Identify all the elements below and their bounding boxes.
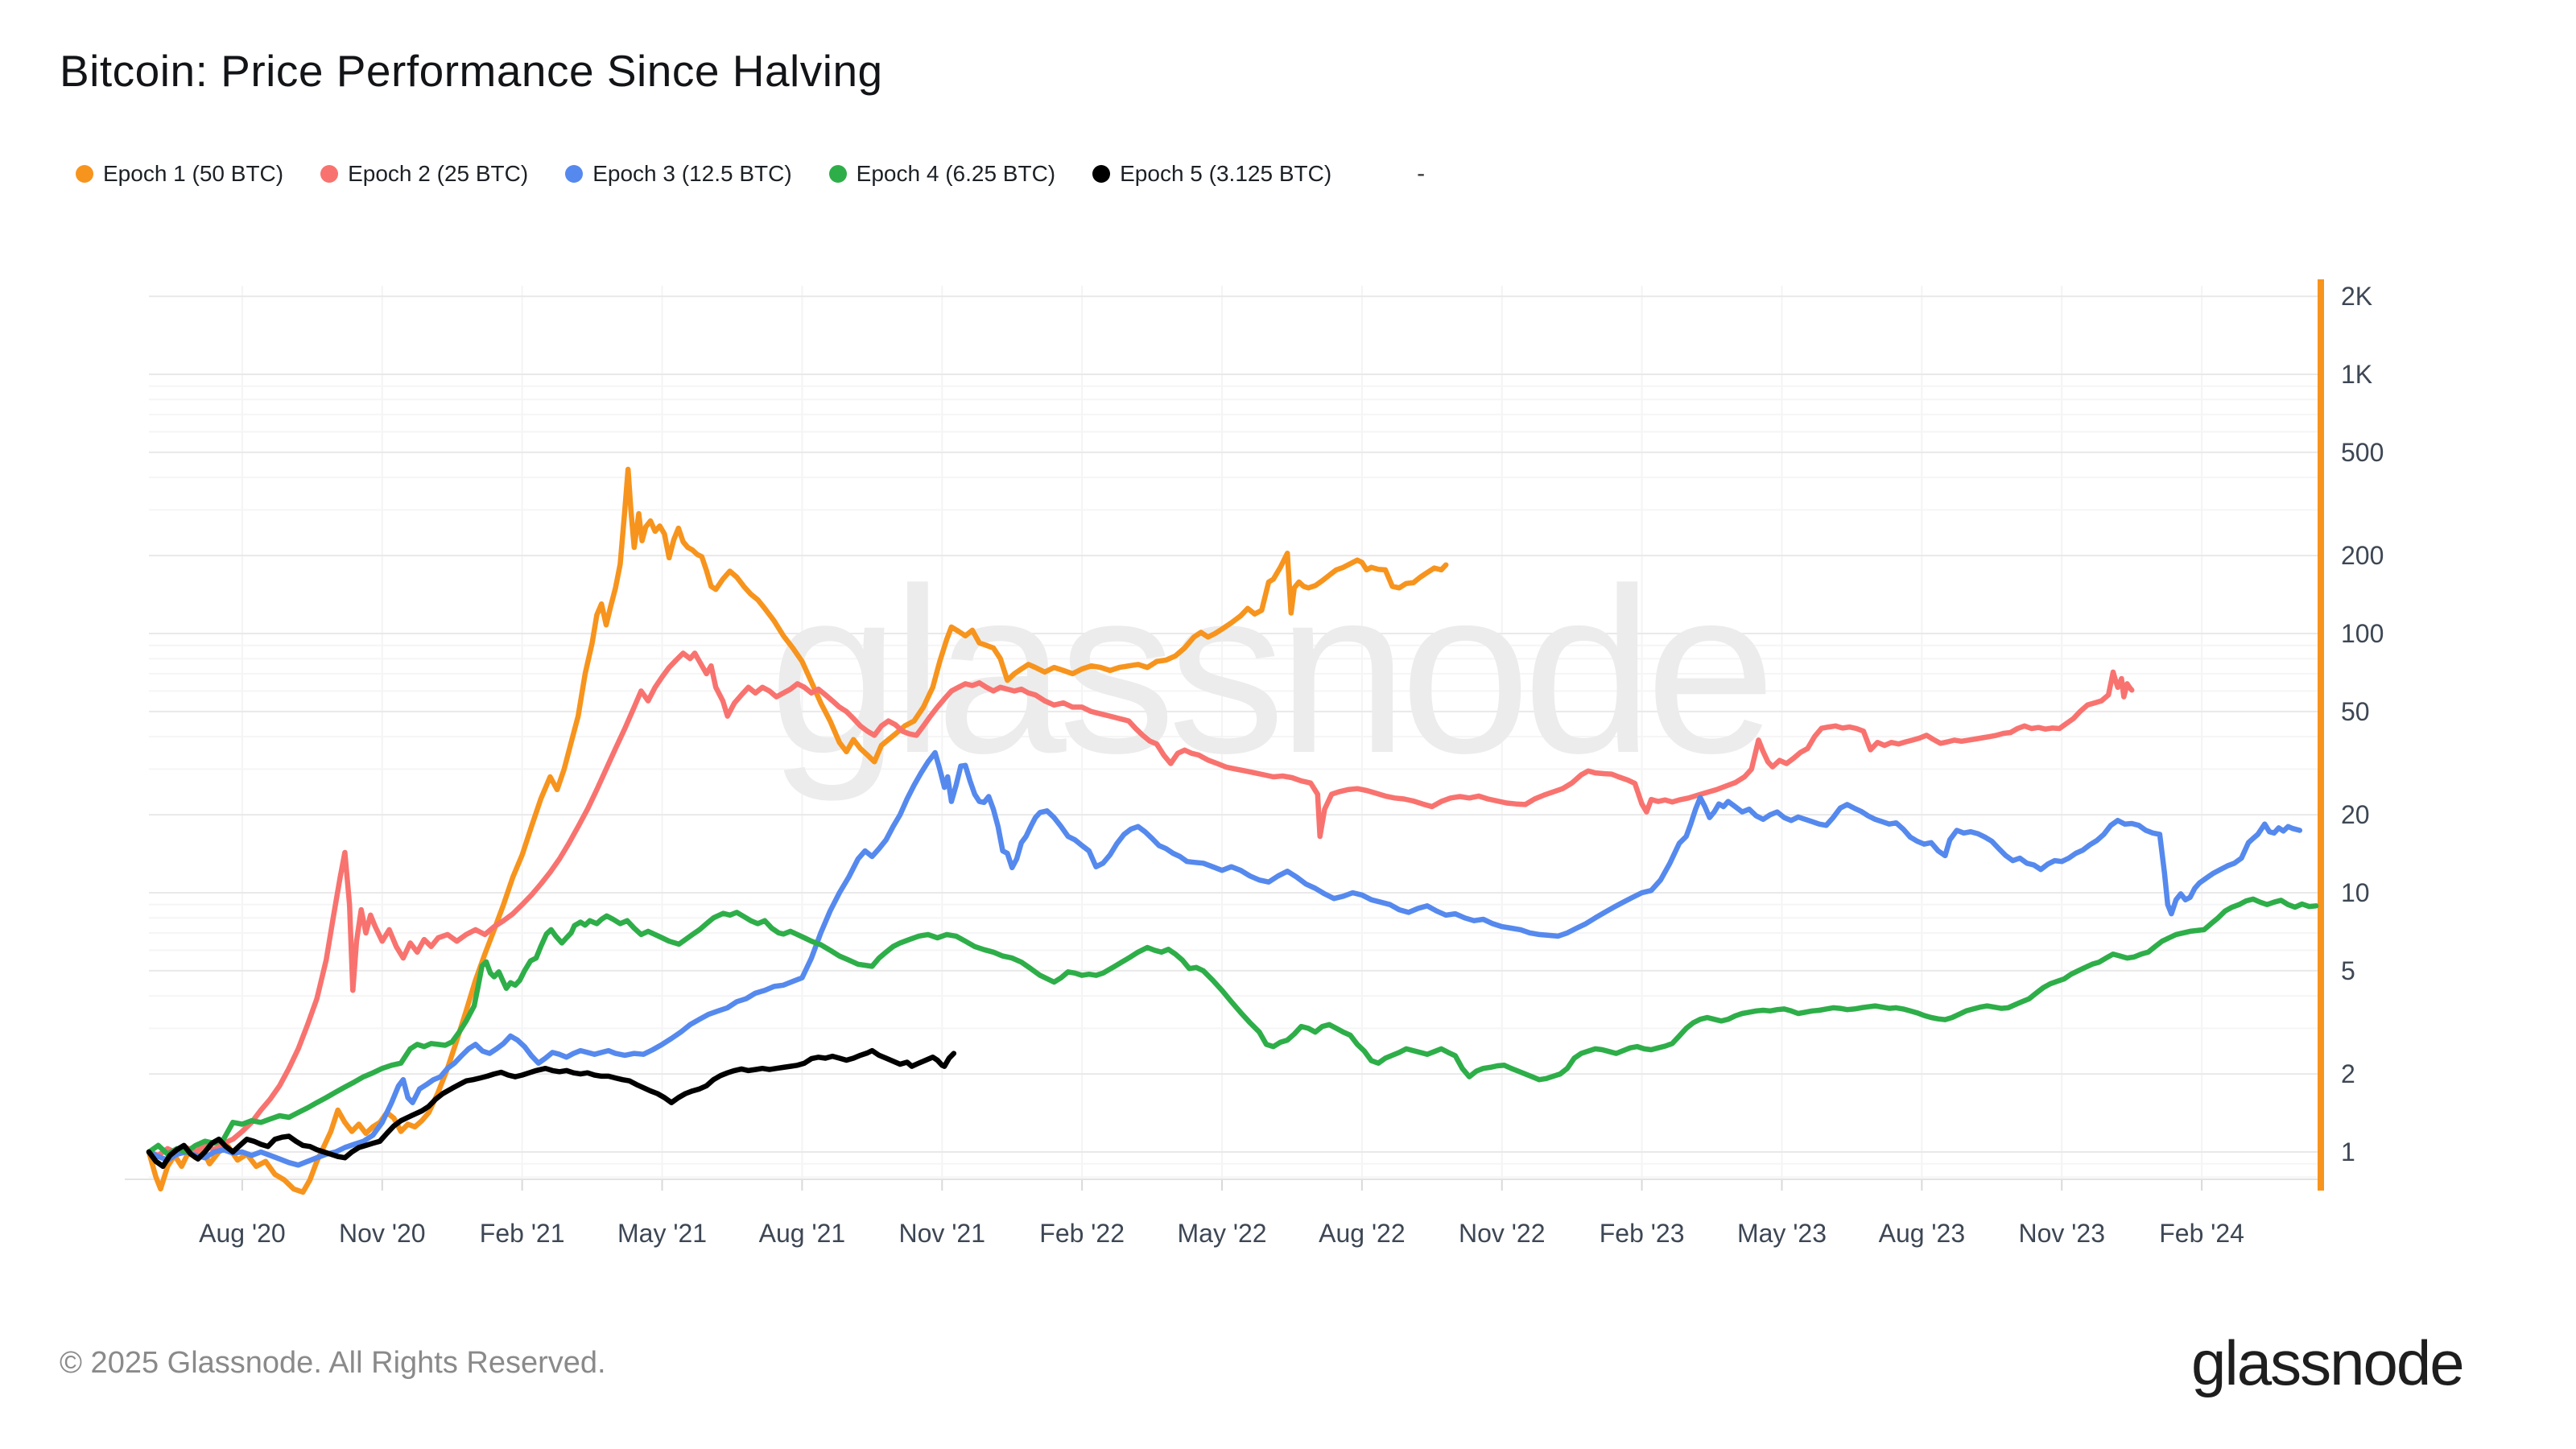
- y-tick-label: 5: [2341, 956, 2355, 985]
- x-tick-label: Nov '20: [339, 1219, 426, 1248]
- series-line-epoch-2[interactable]: [146, 650, 2135, 1158]
- y-tick-label: 2K: [2341, 282, 2372, 311]
- y-tick-label: 1: [2341, 1137, 2355, 1166]
- legend-label-epoch-5: Epoch 5 (3.125 BTC): [1120, 161, 1332, 186]
- legend-item-epoch-4[interactable]: Epoch 4 (6.25 BTC): [828, 161, 1056, 187]
- x-tick-label: Aug '20: [199, 1219, 286, 1248]
- x-tick-label: May '21: [617, 1219, 707, 1248]
- series-line-epoch-5[interactable]: [146, 1047, 957, 1170]
- legend-separator: -: [1417, 160, 1426, 187]
- x-tick-label: Nov '21: [899, 1219, 986, 1248]
- legend-label-epoch-1: Epoch 1 (50 BTC): [103, 161, 284, 186]
- legend-item-epoch-2[interactable]: Epoch 2 (25 BTC): [320, 161, 528, 187]
- legend-item-epoch-1[interactable]: Epoch 1 (50 BTC): [76, 161, 283, 187]
- legend-dot-epoch-1: [76, 165, 93, 183]
- y-tick-label: 1K: [2341, 360, 2372, 389]
- legend-item-epoch-3[interactable]: Epoch 3 (12.5 BTC): [565, 161, 792, 187]
- legend-dot-epoch-4: [828, 165, 847, 183]
- y-tick-label: 2: [2341, 1059, 2355, 1088]
- copyright-text: © 2025 Glassnode. All Rights Reserved.: [60, 1346, 606, 1380]
- x-tick-label: May '22: [1177, 1219, 1266, 1248]
- y-tick-label: 20: [2341, 800, 2370, 829]
- legend: Epoch 1 (50 BTC) Epoch 2 (25 BTC) Epoch 3 …: [76, 158, 1425, 190]
- x-tick-label: Aug '23: [1879, 1219, 1966, 1248]
- x-tick-label: Feb '23: [1600, 1219, 1685, 1248]
- series-line-epoch-1[interactable]: [146, 466, 1449, 1195]
- x-tick-label: Feb '22: [1039, 1219, 1125, 1248]
- y-tick-label: 500: [2341, 438, 2384, 467]
- chart-title: Bitcoin: Price Performance Since Halving: [60, 46, 883, 96]
- x-tick-label: Aug '22: [1319, 1219, 1406, 1248]
- legend-dot-epoch-3: [565, 165, 584, 183]
- x-tick-label: May '23: [1737, 1219, 1827, 1248]
- x-tick-label: Nov '22: [1459, 1219, 1546, 1248]
- glassnode-logo: glassnode: [2191, 1327, 2465, 1398]
- y-tick-label: 50: [2341, 697, 2370, 726]
- y-tick-label: 100: [2341, 619, 2384, 648]
- x-tick-label: Feb '24: [2159, 1219, 2244, 1248]
- legend-dot-epoch-5: [1092, 165, 1111, 183]
- legend-label-epoch-2: Epoch 2 (25 BTC): [348, 161, 529, 186]
- y-tick-label: 200: [2341, 541, 2384, 570]
- legend-dot-epoch-2: [320, 165, 339, 183]
- y-tick-label: 10: [2341, 878, 2370, 907]
- legend-label-epoch-3: Epoch 3 (12.5 BTC): [592, 161, 792, 186]
- x-tick-label: Nov '23: [2018, 1219, 2105, 1248]
- series-line-epoch-3[interactable]: [146, 749, 2303, 1168]
- x-tick-label: Feb '21: [480, 1219, 565, 1248]
- x-tick-label: Aug '21: [759, 1219, 846, 1248]
- legend-item-epoch-5[interactable]: Epoch 5 (3.125 BTC): [1092, 161, 1331, 187]
- series-line-epoch-4[interactable]: [146, 896, 2319, 1158]
- legend-label-epoch-4: Epoch 4 (6.25 BTC): [856, 161, 1056, 186]
